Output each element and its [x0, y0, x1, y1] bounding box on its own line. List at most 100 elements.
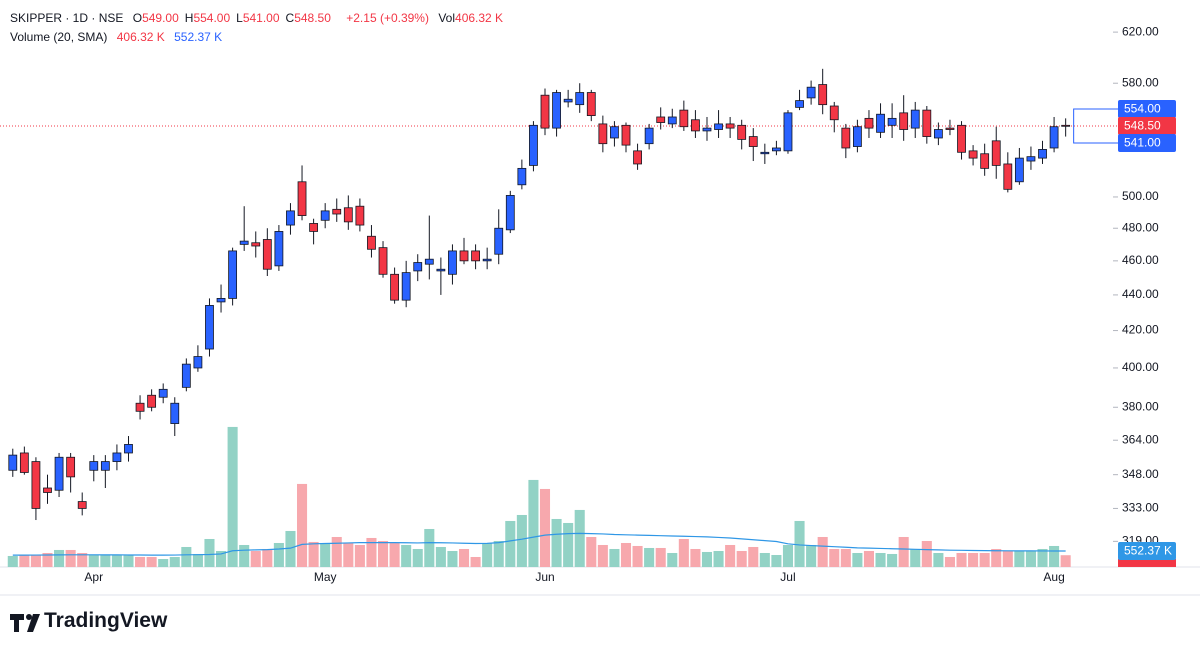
- volume-bar: [169, 556, 180, 567]
- volume-bar: [65, 549, 76, 567]
- last-price-label: 548.50: [1124, 119, 1161, 133]
- candle-body: [332, 208, 342, 215]
- volume-bar: [863, 550, 874, 567]
- candle-body: [795, 100, 804, 108]
- volume-bar: [424, 528, 435, 567]
- candle-body: [644, 127, 654, 145]
- volume-bar: [1060, 555, 1071, 567]
- volume-bar: [1037, 548, 1048, 567]
- candle-body: [297, 181, 307, 216]
- volume-bar: [135, 556, 146, 567]
- volume-bar: [123, 554, 134, 567]
- volume-bar: [30, 554, 41, 567]
- y-tick-label: 400.00: [1122, 360, 1159, 374]
- volume-bar: [458, 548, 470, 567]
- low-label: 541.00: [1124, 136, 1161, 150]
- volume-bar: [343, 542, 354, 567]
- candle-body: [517, 167, 527, 186]
- candle-body: [702, 127, 712, 132]
- volume-bar: [216, 550, 227, 567]
- candle-body: [459, 250, 469, 262]
- candle-body: [806, 86, 816, 99]
- volume-bar: [736, 550, 747, 567]
- volume-bar: [19, 554, 30, 567]
- candle-body: [968, 150, 978, 159]
- volume-bar: [366, 537, 377, 567]
- volume-bar: [586, 536, 597, 567]
- volume-bar: [297, 483, 308, 567]
- candle-body: [448, 250, 457, 275]
- volume-bar: [1002, 550, 1013, 567]
- volume-bar: [748, 546, 759, 567]
- volume-bar: [227, 426, 238, 567]
- volume-bar: [968, 552, 979, 567]
- volume-bar: [644, 547, 655, 567]
- x-tick-label: Jul: [780, 570, 795, 584]
- volume-bar: [609, 548, 620, 567]
- candle-body: [783, 112, 793, 152]
- volume-bar: [516, 514, 527, 567]
- brand-logo: [10, 614, 40, 632]
- candle-body: [505, 195, 515, 231]
- candle-body: [818, 84, 828, 106]
- ohlc-key: L: [236, 11, 243, 25]
- candle-body: [8, 454, 18, 471]
- volume-bar: [597, 544, 608, 567]
- volume-bar: [250, 550, 261, 567]
- candle-body: [413, 262, 423, 272]
- candle-body: [1026, 156, 1036, 162]
- volume-bar: [771, 554, 782, 567]
- candle-body: [112, 452, 122, 462]
- y-tick-label: 380.00: [1122, 399, 1159, 413]
- volume-bar: [100, 554, 111, 567]
- candle-body: [1003, 163, 1013, 190]
- volume-bar: [991, 548, 1002, 567]
- volume-bar: [701, 551, 713, 567]
- volume-bar: [921, 540, 932, 567]
- symbol: SKIPPER · 1D · NSE: [10, 11, 124, 25]
- candle-body: [772, 147, 781, 152]
- candle-body: [494, 227, 504, 255]
- candle-body: [367, 235, 376, 250]
- candle-body: [1014, 157, 1024, 183]
- volume-bar: [1014, 550, 1025, 567]
- y-tick-label: 440.00: [1122, 287, 1159, 301]
- low-label-box: [1118, 134, 1176, 153]
- volume-bar: [377, 540, 389, 567]
- volume-value-box: [1118, 558, 1176, 567]
- volume-bar: [401, 544, 412, 567]
- volume-bar: [759, 552, 770, 567]
- volume-bar: [77, 552, 88, 567]
- volume-bar: [690, 548, 701, 567]
- volume-bar: [470, 556, 481, 567]
- high-label-box: [1118, 100, 1176, 119]
- candle-body: [957, 124, 966, 153]
- volume-name: Volume (20, SMA): [10, 30, 108, 44]
- x-tick-label: Aug: [1043, 570, 1064, 584]
- candle-body: [147, 394, 157, 408]
- volume-bar: [678, 538, 689, 567]
- volume-bar: [794, 520, 805, 567]
- candle-body: [1049, 126, 1059, 149]
- vol-label: Vol: [438, 11, 456, 25]
- volume-bar: [528, 479, 539, 567]
- candle-body: [401, 272, 411, 301]
- y-tick-label: 500.00: [1122, 189, 1159, 203]
- volume-bar: [7, 555, 18, 567]
- volume-bar: [817, 536, 828, 567]
- volume-bar: [574, 509, 585, 567]
- volume-bar: [563, 522, 574, 567]
- candle-body: [1038, 149, 1047, 159]
- volume-bar: [944, 556, 955, 567]
- candle-body: [309, 223, 319, 232]
- candle-body: [390, 273, 399, 301]
- ohlc-value: 541.00: [242, 11, 280, 25]
- volume-bar: [505, 520, 516, 567]
- high-low-bracket: [1073, 108, 1118, 144]
- volume-bar: [493, 540, 504, 567]
- candle-body: [725, 123, 735, 129]
- candle-body: [563, 98, 573, 103]
- volume-bar: [447, 550, 458, 567]
- candle-body: [864, 117, 874, 129]
